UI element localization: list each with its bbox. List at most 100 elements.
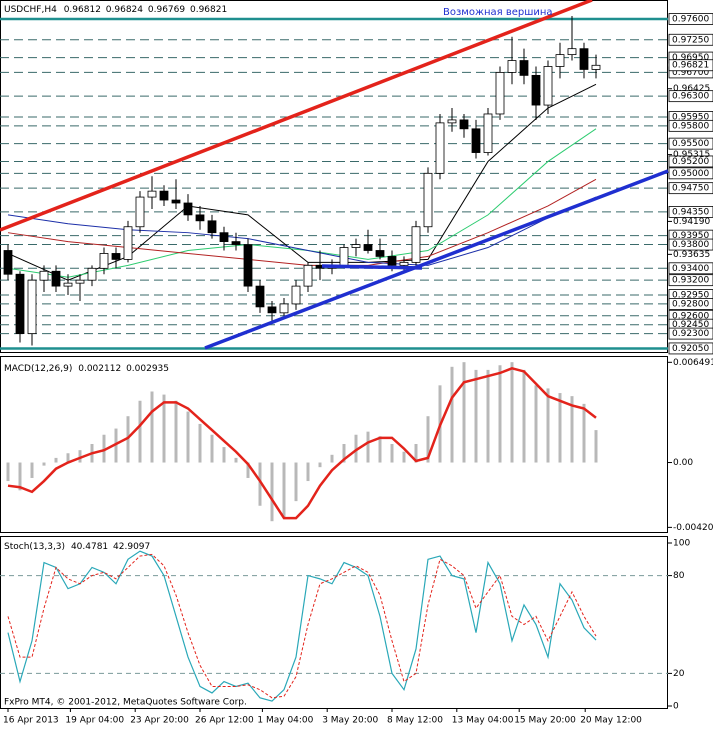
level-label: 0.95800: [672, 121, 709, 131]
macd-bar: [570, 396, 574, 463]
y-tick-label: 0.96425: [673, 84, 710, 94]
candle-body: [591, 64, 601, 70]
candle-body: [375, 250, 385, 257]
y-tick-label: -0.00420: [673, 523, 713, 533]
level-label: 0.94350: [672, 207, 709, 217]
macd-bar: [318, 462, 322, 468]
candle-body: [579, 48, 589, 70]
candle-body: [207, 220, 217, 234]
macd-bar: [102, 434, 106, 463]
candle-body: [519, 60, 529, 76]
macd-bar: [582, 403, 586, 463]
candle-body: [183, 202, 193, 216]
level-box: [668, 119, 713, 132]
candle-body: [15, 273, 25, 334]
level-label: 0.94750: [672, 184, 709, 194]
candle-body: [507, 60, 517, 73]
candle-body: [51, 270, 61, 287]
level-label: 0.92600: [672, 311, 709, 321]
candle-body: [339, 247, 349, 266]
candle-body: [471, 128, 481, 153]
macd-bar: [30, 462, 34, 478]
macd-bar: [150, 391, 154, 463]
level-box: [668, 137, 713, 150]
candle-body: [447, 119, 457, 124]
stoch-panel: [0, 536, 668, 709]
candle-body: [123, 226, 133, 260]
macd-bar: [270, 462, 274, 522]
header: USDCHF,H4 0.96812 0.96824 0.96769 0.9682…: [4, 5, 227, 15]
candle-body: [135, 196, 145, 228]
candle-body: [411, 226, 421, 263]
level-box: [668, 342, 713, 355]
trend-line-blue: [204, 169, 669, 350]
candle-body: [39, 270, 49, 281]
x-tick-label: 23 Apr 20:00: [130, 716, 189, 726]
macd-bar: [78, 450, 82, 463]
macd-bar: [594, 430, 598, 463]
macd-bar: [414, 444, 418, 463]
moving-average: [7, 196, 597, 266]
level-label: 0.92450: [672, 320, 709, 330]
macd-bar: [354, 434, 358, 463]
low: 0.96769: [148, 5, 185, 15]
macd-bar: [198, 423, 202, 463]
level-label: 0.96300: [672, 92, 709, 102]
candle-body: [531, 74, 541, 106]
macd-bar: [402, 451, 406, 463]
y-tick-label: 20: [673, 669, 685, 679]
level-label: 0.97600: [672, 14, 709, 24]
stoch-signal: [7, 553, 597, 699]
level-label: 0.95500: [672, 139, 709, 149]
trend-line-blue-short: [321, 264, 423, 270]
level-label: 0.95950: [672, 112, 709, 122]
macd-bar: [282, 462, 286, 519]
plot-layer: 0.97600 0.97250 0.96950 0.96700 0.96300 0.959…: [0, 13, 713, 726]
x-tick-label: 26 Apr 12:00: [195, 716, 254, 726]
macd-bar: [546, 388, 550, 463]
level-box: [668, 327, 713, 340]
level-box: [668, 167, 713, 180]
level-label: 0.95200: [672, 157, 709, 167]
y-tick-label: 0: [673, 702, 679, 712]
footer: FxPro MT4, © 2001-2012, MetaQuotes Softw…: [4, 698, 247, 708]
level-label: 0.92950: [672, 291, 709, 301]
level-label: 0.93800: [672, 240, 709, 250]
macd-bar: [162, 394, 166, 463]
level-label: 0.97250: [672, 35, 709, 45]
stoch-signal: 42.9097: [113, 542, 150, 552]
candle-body: [435, 122, 445, 174]
macd-bar: [474, 369, 478, 463]
macd-bar: [222, 447, 226, 463]
level-box: [668, 274, 713, 287]
x-tick-label: 13 May 04:00: [452, 716, 514, 726]
candle-body: [567, 48, 577, 56]
macd-bar: [126, 416, 130, 463]
macd-bar: [450, 366, 454, 463]
stoch-label: Stoch(13,3,3) 40.4781 42.9097: [4, 542, 150, 552]
macd-bar: [330, 454, 334, 463]
macd-bar: [426, 416, 430, 463]
stoch-title: Stoch(13,3,3): [4, 542, 65, 552]
macd-bar: [258, 462, 262, 506]
level-box: [668, 206, 713, 218]
x-tick-label: 20 May 12:00: [580, 716, 642, 726]
level-label: 0.96700: [672, 68, 709, 78]
macd-bar: [498, 365, 502, 463]
macd-bar: [486, 369, 490, 463]
price-tag-label: 0.96821: [672, 61, 709, 71]
macd-main: 0.002112: [78, 364, 121, 374]
y-tick-label: 80: [673, 571, 685, 581]
macd-bar: [246, 462, 250, 478]
candle-body: [195, 214, 205, 222]
trend-line-red: [0, 0, 593, 232]
annotation: Возможная вершина: [443, 7, 553, 18]
candle-body: [63, 282, 73, 287]
y-tick-label: 0.006491: [673, 358, 713, 368]
level-label: 0.96950: [672, 53, 709, 63]
stoch-main: 40.4781: [71, 542, 108, 552]
level-box: [668, 238, 713, 251]
candle-body: [99, 253, 109, 269]
macd-bar: [186, 411, 190, 463]
macd-bar: [66, 453, 70, 463]
